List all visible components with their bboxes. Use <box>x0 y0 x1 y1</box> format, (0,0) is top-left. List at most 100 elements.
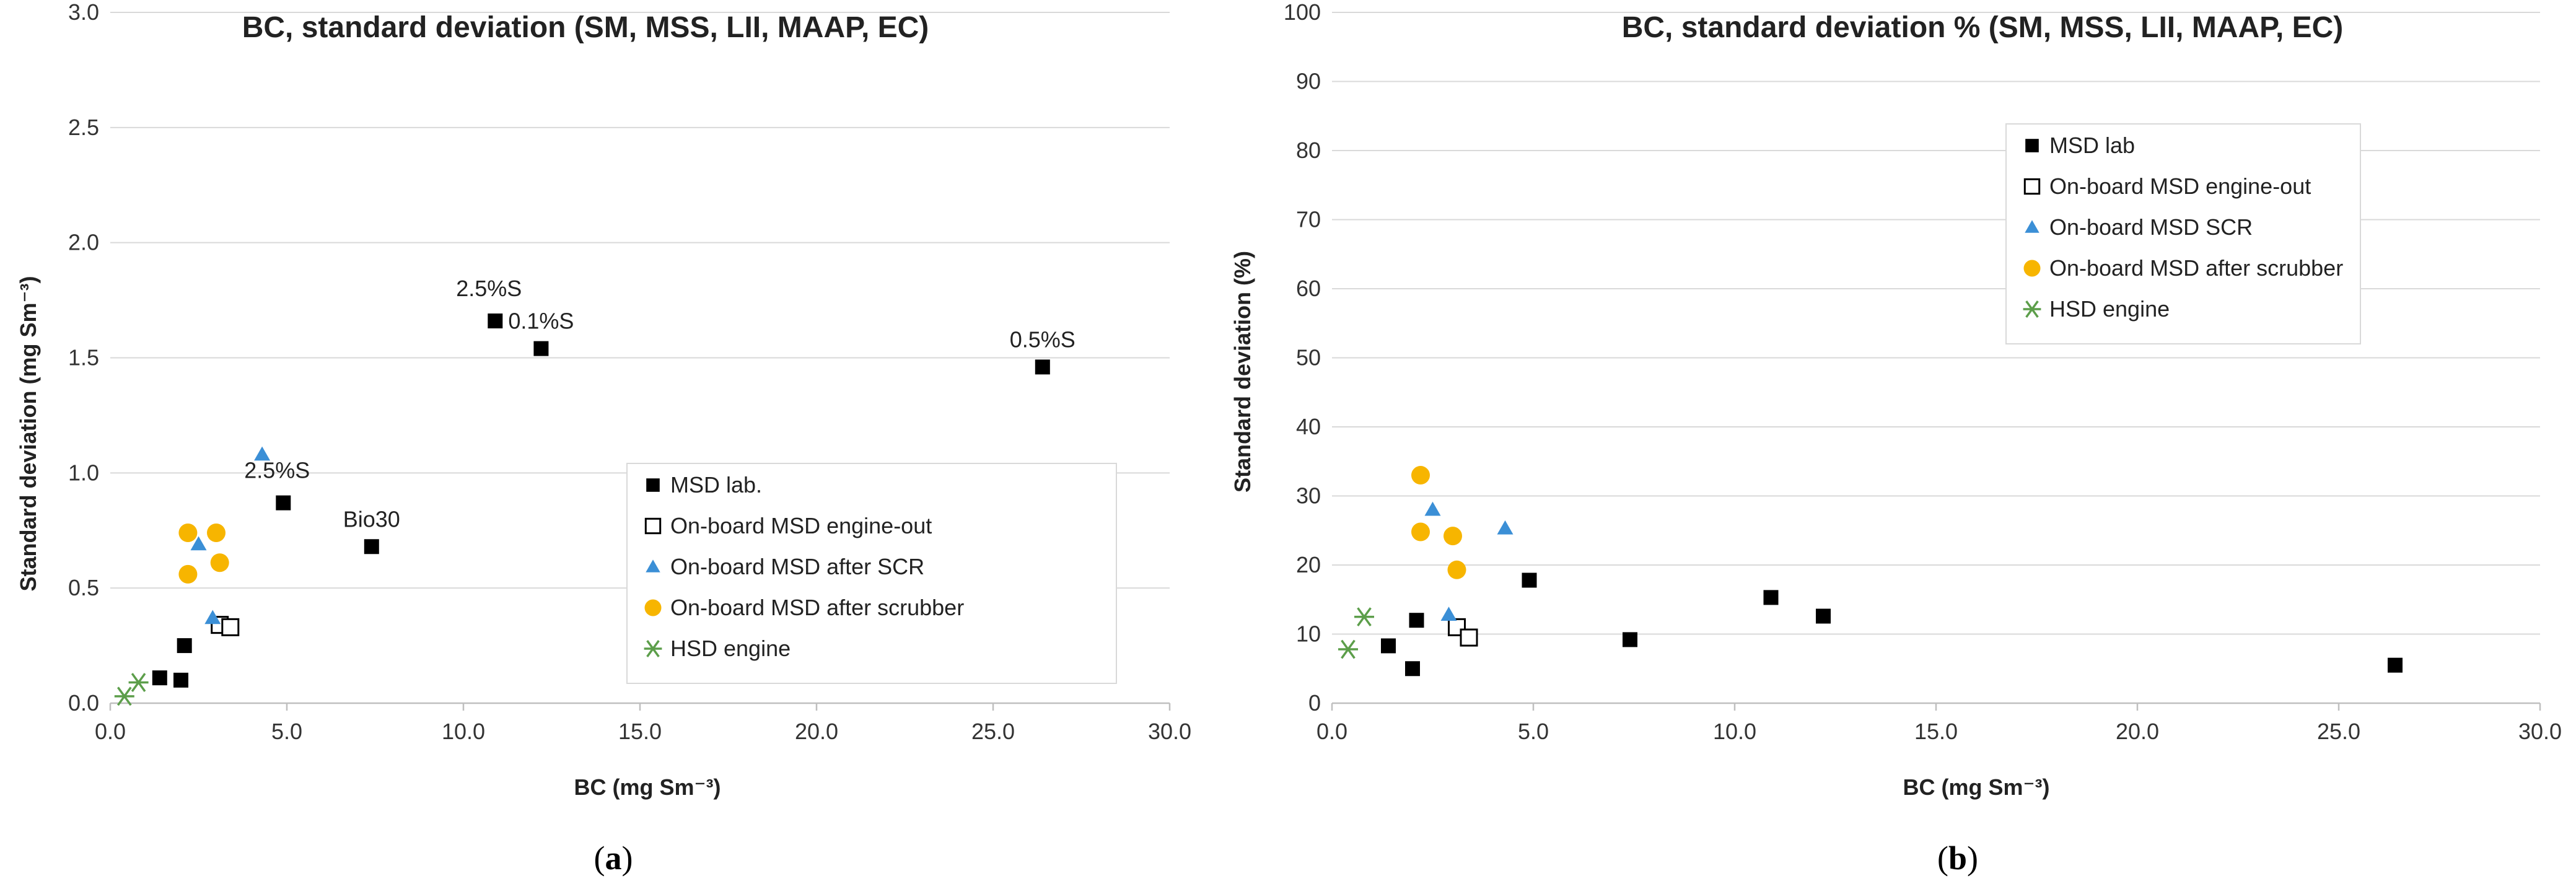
chart-b-yticks: 0 10 20 30 40 50 60 70 80 90 100 <box>1284 0 1321 716</box>
point-msd-lab <box>1405 661 1420 677</box>
point-hsd-engine <box>1354 607 1374 627</box>
chart-a-ylabel: Standard deviation (mg Sm⁻³) <box>15 276 41 591</box>
annotation-label: 2.5%S <box>456 276 522 301</box>
annotation-label: 2.5%S <box>244 458 310 483</box>
point-on-board-msd-engine-out <box>1460 628 1478 647</box>
chart-b-ylabel: Standard deviation (%) <box>1230 251 1255 493</box>
point-hsd-engine <box>128 673 149 692</box>
legend-marker-on-board-msd-engine-out <box>2023 178 2041 195</box>
y-tick-label: 50 <box>1296 345 1321 370</box>
point-on-board-msd-after-scrubber <box>1411 466 1430 485</box>
point-hsd-engine <box>114 686 134 706</box>
point-on-board-msd-after-scr <box>254 446 271 461</box>
x-tick-label: 30.0 <box>2518 719 2562 744</box>
point-on-board-msd-after-scrubber <box>178 564 198 584</box>
point-msd-lab <box>1763 590 1779 605</box>
legend-box <box>626 463 1117 684</box>
legend-label: MSD lab. <box>670 472 762 497</box>
x-tick-label: 10.0 <box>1713 719 1756 744</box>
y-tick-label: 10 <box>1296 621 1321 647</box>
point-on-board-msd-after-scrubber <box>210 553 229 572</box>
x-tick-label: 5.0 <box>271 719 302 744</box>
chart-a-xticks: 0.0 5.0 10.0 15.0 20.0 25.0 30.0 <box>95 719 1191 744</box>
y-tick-label: 1.0 <box>68 460 99 485</box>
point-msd-lab <box>488 313 503 329</box>
legend-label: On-board MSD engine-out <box>2049 173 2311 199</box>
point-on-board-msd-after-scrubber <box>207 523 226 542</box>
point-msd-lab <box>364 539 379 554</box>
legend-marker-on-board-msd-after-scr <box>646 559 660 572</box>
y-tick-label: 0.0 <box>68 690 99 716</box>
chart-a-xlabel: BC (mg Sm⁻³) <box>574 774 721 800</box>
chart-b-axes <box>1331 702 2541 711</box>
panel-label-a-letter: a <box>605 839 622 877</box>
y-tick-label: 60 <box>1296 276 1321 301</box>
chart-a-axes <box>109 702 1171 711</box>
point-msd-lab <box>533 341 549 356</box>
x-tick-label: 30.0 <box>1148 719 1191 744</box>
legend-marker-msd-lab <box>646 478 660 492</box>
point-on-board-msd-after-scrubber <box>1411 522 1430 541</box>
chart-a: BC, standard deviation (SM, MSS, LII, MA… <box>15 0 1191 877</box>
x-tick-label: 20.0 <box>2116 719 2159 744</box>
legend-label: On-board MSD SCR <box>2049 214 2253 240</box>
y-tick-label: 70 <box>1296 207 1321 232</box>
point-msd-lab <box>1381 638 1396 654</box>
legend-marker-on-board-msd-after-scrubber <box>2023 260 2041 277</box>
x-tick-label: 25.0 <box>971 719 1015 744</box>
point-on-board-msd-after-scr <box>190 536 207 551</box>
point-on-board-msd-after-scr <box>204 610 221 624</box>
annotation-label: Bio30 <box>343 506 400 532</box>
x-tick-label: 25.0 <box>2317 719 2360 744</box>
legend-marker-msd-lab <box>2025 139 2039 152</box>
legend-label: On-board MSD engine-out <box>670 513 932 538</box>
point-msd-lab <box>173 672 188 688</box>
chart-b: BC, standard deviation % (SM, MSS, LII, … <box>1230 0 2562 877</box>
y-tick-label: 100 <box>1284 0 1321 25</box>
x-tick-label: 15.0 <box>1914 719 1958 744</box>
point-on-board-msd-engine-out <box>1448 618 1466 636</box>
x-tick-label: 15.0 <box>618 719 662 744</box>
chart-b-xlabel: BC (mg Sm⁻³) <box>1903 774 2050 800</box>
y-tick-label: 30 <box>1296 483 1321 509</box>
panel-label-a: (a) <box>594 839 633 877</box>
chart-a-title: BC, standard deviation (SM, MSS, LII, MA… <box>242 11 929 44</box>
y-tick-label: 90 <box>1296 69 1321 94</box>
legend-marker-on-board-msd-scr <box>2025 220 2039 233</box>
legend-label: HSD engine <box>670 636 791 661</box>
chart-a-annotations: 2.5%S 0.1%S 0.5%S 2.5%S Bio30 <box>244 276 1076 532</box>
point-on-board-msd-scr <box>1424 501 1441 516</box>
y-tick-label: 80 <box>1296 138 1321 163</box>
legend-marker-on-board-msd-engine-out <box>644 517 662 535</box>
point-msd-lab <box>1623 632 1637 647</box>
y-tick-label: 40 <box>1296 414 1321 439</box>
point-msd-lab <box>152 670 167 686</box>
y-tick-label: 20 <box>1296 552 1321 577</box>
chart-b-title: BC, standard deviation % (SM, MSS, LII, … <box>1622 11 2344 44</box>
y-tick-label: 3.0 <box>68 0 99 25</box>
y-tick-label: 2.5 <box>68 115 99 140</box>
point-msd-lab <box>1816 608 1831 624</box>
point-on-board-msd-scr <box>1497 520 1514 535</box>
point-on-board-msd-after-scrubber <box>1447 560 1466 579</box>
x-tick-label: 5.0 <box>1518 719 1549 744</box>
point-msd-lab <box>177 638 192 654</box>
y-tick-label: 1.5 <box>68 345 99 370</box>
point-on-board-msd-after-scrubber <box>178 523 198 542</box>
chart-b-xticks: 0.0 5.0 10.0 15.0 20.0 25.0 30.0 <box>1316 719 2562 744</box>
chart-b-points <box>1338 466 2403 677</box>
point-msd-lab <box>1035 359 1050 375</box>
point-msd-lab <box>276 495 291 511</box>
x-tick-label: 0.0 <box>1316 719 1347 744</box>
legend-label: On-board MSD after scrubber <box>2049 255 2343 281</box>
legend-label: MSD lab <box>2049 133 2135 158</box>
y-tick-label: 2.0 <box>68 230 99 255</box>
point-on-board-msd-engine-out <box>221 618 240 636</box>
chart-a-points <box>114 313 1050 706</box>
point-on-board-msd-after-scrubber <box>1444 527 1462 546</box>
panel-label-b: (b) <box>1937 839 1978 877</box>
x-tick-label: 10.0 <box>442 719 485 744</box>
legend-marker-hsd-engine <box>2023 300 2041 318</box>
legend-marker-hsd-engine <box>644 640 662 657</box>
